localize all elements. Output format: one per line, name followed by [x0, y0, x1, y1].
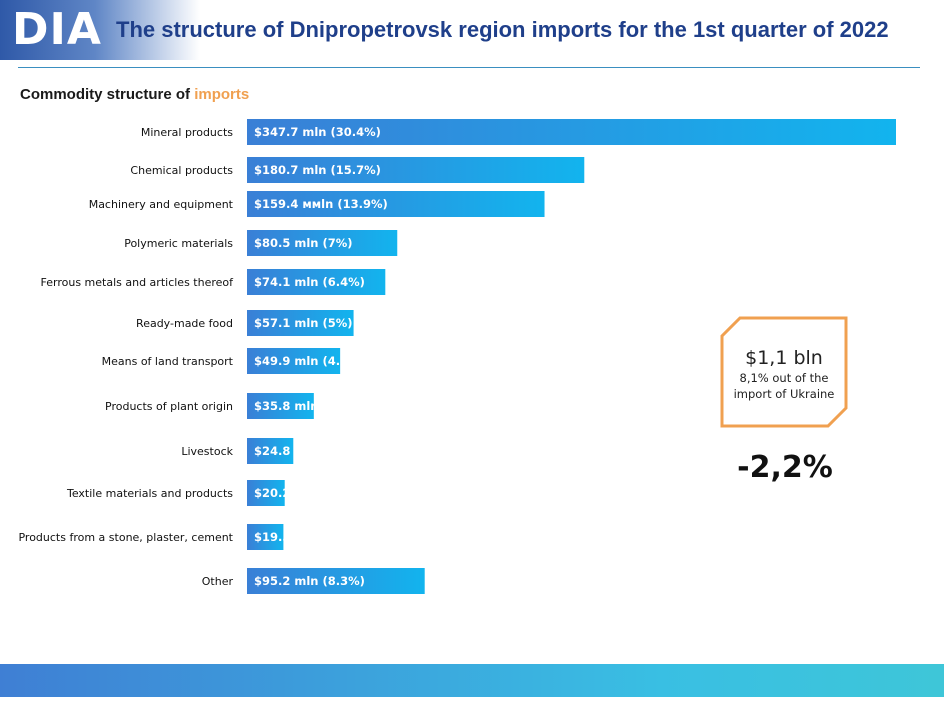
bar-value-label: $159.4 ммln (13.9%) [254, 197, 388, 211]
bar [247, 568, 425, 594]
category-label: Products from a stone, plaster, cement [18, 531, 233, 544]
bar-value-label: $49.9 mln (4.4%) [254, 354, 365, 368]
imports-bar-chart: Mineral products $347.7 mln (30.4%) Chemic… [18, 119, 896, 594]
subtitle-prefix: Commodity structure of [20, 86, 195, 103]
chart-subtitle: Commodity structure of imports [20, 86, 249, 103]
bar-value-label: $19.5 mln (1.7%) [254, 530, 365, 544]
bar [247, 310, 354, 336]
bar [247, 393, 314, 419]
bar [247, 269, 386, 295]
bar-value-label: $57.1 mln (5%) [254, 316, 353, 330]
bar [247, 348, 341, 374]
category-label: Other [202, 575, 234, 588]
category-label: Mineral products [141, 126, 233, 139]
category-label: Livestock [181, 445, 233, 458]
category-label: Polymeric materials [124, 237, 233, 250]
bar-value-label: $95.2 mln (8.3%) [254, 574, 365, 588]
bar-value-label: $20.2 mln (1.8%) [254, 486, 365, 500]
header-banner: DIA The structure of Dnipropetrovsk regi… [0, 0, 944, 60]
category-label: Textile materials and products [66, 487, 233, 500]
bar [247, 480, 285, 506]
dia-logo: DIA [12, 4, 102, 55]
header-divider [18, 67, 920, 68]
bar [247, 524, 284, 550]
bar-value-label: $180.7 mln (15.7%) [254, 163, 381, 177]
category-label: Products of plant origin [105, 400, 233, 413]
bar [247, 438, 294, 464]
bar [247, 119, 896, 145]
bar-value-label: $24.8 mln (2.2%) [254, 444, 365, 458]
bar [247, 230, 398, 256]
footer-band [0, 664, 944, 697]
bar-value-label: $80.5 mln (7%) [254, 236, 353, 250]
bar-value-label: $74.1 mln (6.4%) [254, 275, 365, 289]
badge-frame-icon [720, 316, 848, 428]
bar [247, 191, 545, 217]
category-label: Means of land transport [102, 355, 234, 368]
ukraine-share-line1: 8,1% out of the [739, 371, 829, 385]
category-label: Ready-made food [136, 317, 233, 330]
subtitle-accent: imports [194, 86, 250, 103]
bar [247, 157, 585, 183]
category-label: Machinery and equipment [89, 198, 234, 211]
ukraine-share-line2: import of Ukraine [733, 387, 835, 401]
category-label: Chemical products [130, 164, 233, 177]
bar-value-label: $35.8 mln (3.1%) [254, 399, 365, 413]
imports-change-value: -2,2% [737, 450, 833, 485]
category-label: Ferrous metals and articles thereof [41, 276, 235, 289]
total-imports-badge: $1,1 bln 8,1% out of the import of Ukrai… [720, 316, 848, 428]
page-title: The structure of Dnipropetrovsk region i… [116, 17, 889, 42]
total-imports-value: $1,1 bln [745, 347, 823, 369]
bar-value-label: $347.7 mln (30.4%) [254, 125, 381, 139]
